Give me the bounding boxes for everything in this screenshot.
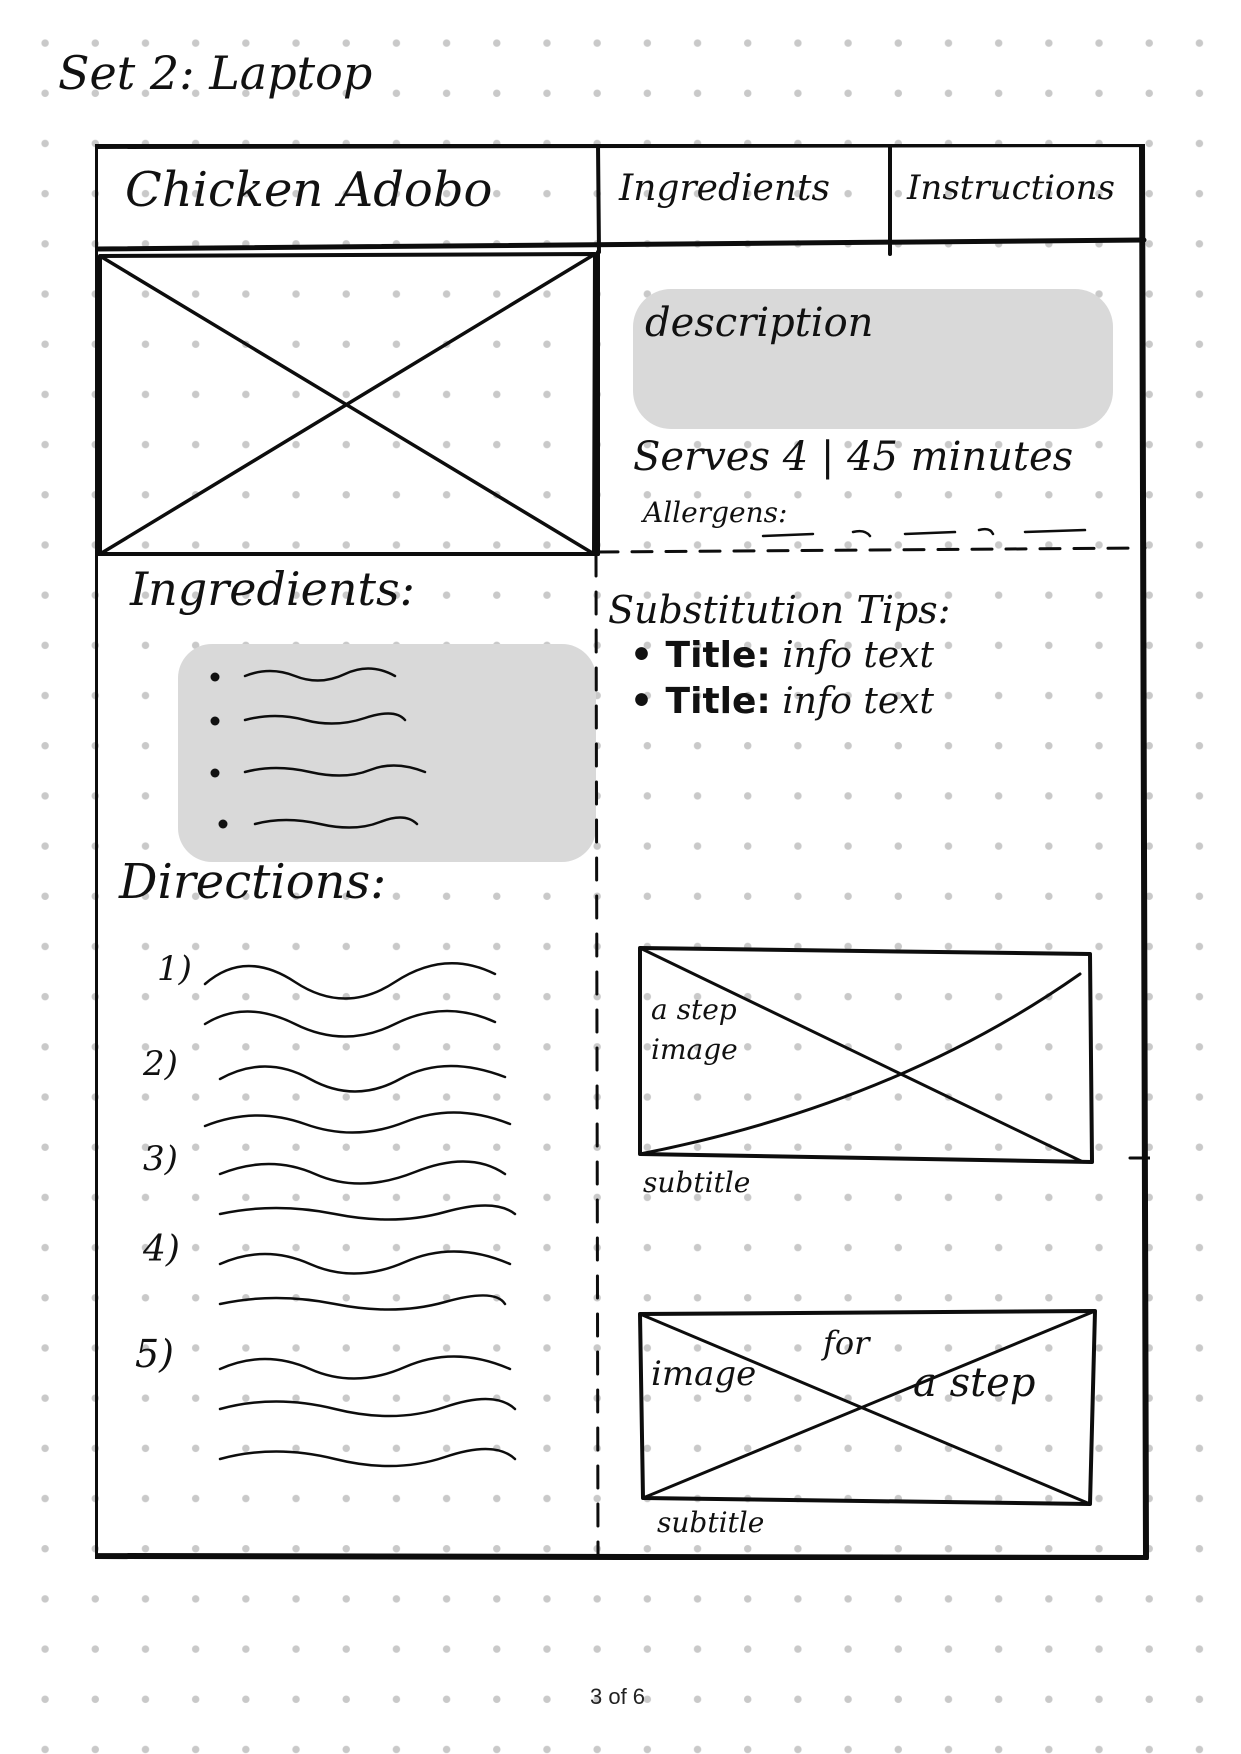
- description-label: description: [645, 300, 874, 346]
- tab-ingredients[interactable]: Ingredients: [619, 168, 830, 209]
- sheet-title: Set 2: Laptop: [58, 46, 373, 100]
- recipe-meta: Serves 4 | 45 minutes: [633, 434, 1074, 480]
- page-number: 3 of 6: [590, 1684, 646, 1709]
- ingredients-list-area: [178, 644, 596, 862]
- tip-bullet: •: [630, 680, 666, 722]
- tip-item: • Title: info text: [630, 634, 934, 676]
- laptop-wireframe: Chicken Adobo Ingredients Instructions d…: [95, 144, 1150, 1560]
- tip-text: info text: [782, 681, 934, 722]
- tip-bullet: •: [630, 634, 666, 676]
- tip-title: Title:: [665, 635, 771, 676]
- wireframe-lines: [95, 144, 1150, 1560]
- ingredients-heading: Ingredients:: [130, 562, 416, 616]
- step-number: 3): [143, 1139, 178, 1179]
- tab-instructions[interactable]: Instructions: [907, 168, 1115, 208]
- step-image-subtitle: subtitle: [643, 1166, 751, 1199]
- step-image-label-part: image: [651, 1354, 757, 1394]
- step-image-label-part: a step: [913, 1360, 1036, 1406]
- tip-text: info text: [782, 635, 934, 676]
- allergens-label: Allergens:: [643, 496, 788, 529]
- directions-heading: Directions:: [119, 854, 387, 910]
- tips-heading: Substitution Tips:: [608, 588, 951, 632]
- step-number: 1): [157, 949, 192, 989]
- step-image-label-part: for: [823, 1324, 870, 1362]
- step-number: 4): [143, 1229, 180, 1270]
- step-number: 2): [143, 1044, 178, 1084]
- tip-item: • Title: info text: [630, 680, 934, 722]
- step-number: 5): [135, 1332, 175, 1376]
- step-image-label: a step image: [651, 993, 738, 1066]
- recipe-title: Chicken Adobo: [125, 162, 493, 218]
- tip-title: Title:: [665, 681, 771, 722]
- description-area: [633, 289, 1113, 429]
- step-image-subtitle: subtitle: [657, 1506, 765, 1539]
